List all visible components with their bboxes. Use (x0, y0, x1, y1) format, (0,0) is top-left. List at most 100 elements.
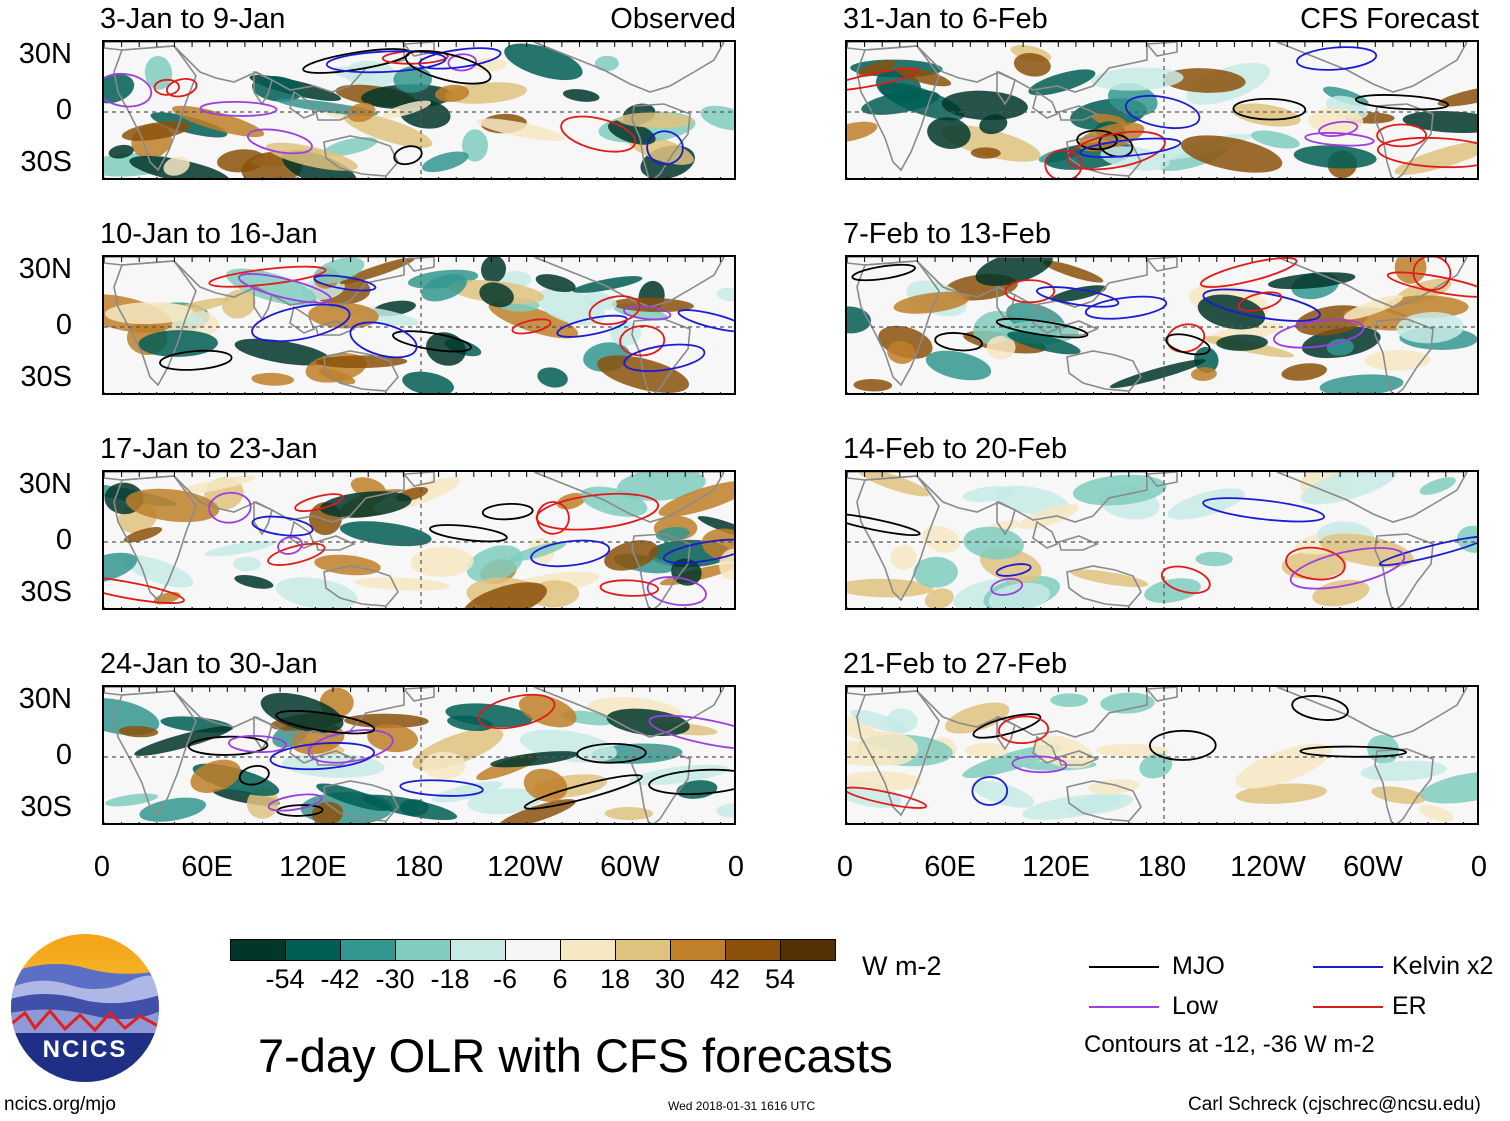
y-axis-label: 0 (55, 739, 72, 771)
colorbar-label: 30 (654, 964, 686, 994)
colorbar-label: 18 (599, 964, 631, 994)
olr-anomaly-region (1384, 295, 1469, 319)
olr-anomaly-region (975, 257, 1053, 286)
wave-contour (267, 542, 326, 566)
olr-anomaly-region (1100, 692, 1155, 714)
olr-anomaly-region (1419, 805, 1454, 822)
olr-anomaly-region (944, 702, 1010, 734)
olr-anomaly-region (410, 546, 474, 577)
wave-contour (1299, 745, 1407, 758)
map-panel-p3 (102, 470, 736, 610)
olr-anomaly-region (1022, 794, 1121, 820)
panel-source-label: Observed (610, 3, 736, 35)
colorbar-label: 6 (552, 964, 568, 994)
y-axis-label: 30S (20, 791, 72, 823)
olr-anomaly-region (1419, 477, 1456, 495)
olr-anomaly-region (251, 372, 295, 386)
coastline (533, 687, 725, 738)
wave-contour (1160, 565, 1211, 594)
coastline (856, 45, 940, 172)
olr-anomaly-region (504, 43, 583, 81)
wave-contour (1066, 130, 1166, 171)
wave-contour (1304, 132, 1375, 147)
wave-contour (997, 715, 1050, 745)
olr-anomaly-region (1091, 113, 1127, 127)
panel-source-label: CFS Forecast (1300, 3, 1479, 35)
olr-anomaly-region (435, 84, 470, 103)
olr-anomaly-region (1195, 551, 1233, 567)
coastline (856, 475, 940, 602)
coastline (1374, 533, 1434, 608)
olr-anomaly-region (476, 118, 565, 141)
wave-contour (619, 325, 666, 357)
wave-contour (1079, 137, 1182, 159)
wave-contour (325, 50, 447, 74)
olr-anomaly-region (604, 806, 654, 821)
map-panel-p5 (845, 40, 1479, 180)
olr-anomaly-region (382, 100, 432, 119)
olr-anomaly-region (246, 788, 279, 819)
wave-contour (646, 130, 684, 166)
legend-label-low: Low (1172, 992, 1218, 1020)
coastline (1066, 135, 1142, 177)
olr-anomaly-region (118, 725, 159, 738)
olr-anomaly-region (1360, 760, 1447, 781)
olr-anomaly-region (1365, 349, 1431, 371)
wave-contour (208, 265, 327, 288)
panel-title: 17-Jan to 23-Jan (100, 433, 318, 465)
coastline (253, 500, 273, 536)
wave-contour (393, 145, 423, 166)
olr-anomaly-region (1394, 257, 1427, 284)
coastline (1145, 257, 1178, 272)
x-axis-label: 180 (1137, 851, 1187, 883)
footer-credit: Carl Schreck (cjschrec@ncsu.edu) (1188, 1094, 1481, 1115)
coastline (631, 318, 691, 393)
olr-anomaly-region (174, 475, 256, 495)
olr-anomaly-region (313, 257, 365, 284)
coastline (1374, 318, 1434, 393)
coastline (996, 500, 1016, 536)
wave-contour (971, 776, 1009, 806)
wave-contour (662, 538, 734, 564)
olr-map (847, 687, 1477, 823)
wave-contour (349, 321, 418, 359)
wave-contour (275, 710, 376, 735)
footer-url[interactable]: ncics.org/mjo (4, 1094, 116, 1115)
wave-contour (246, 128, 313, 155)
olr-anomaly-region (121, 121, 190, 141)
wave-contour (1354, 94, 1450, 111)
coastline (253, 70, 273, 106)
olr-anomaly-region (537, 367, 568, 388)
olr-anomaly-region (1216, 334, 1268, 351)
x-axis-label: 0 (1470, 851, 1488, 883)
olr-anomaly-region (924, 588, 954, 608)
wave-contour (677, 309, 734, 333)
coastline (289, 305, 316, 334)
coastline (1066, 780, 1142, 822)
coastline (856, 690, 940, 817)
olr-anomaly-region (144, 55, 173, 90)
olr-anomaly-region (1070, 569, 1149, 588)
olr-anomaly-region (462, 582, 547, 608)
wave-contour (511, 318, 552, 335)
olr-anomaly-region (139, 797, 207, 822)
coastline (1276, 257, 1468, 308)
olr-anomaly-region (421, 151, 469, 173)
olr-anomaly-region (362, 794, 458, 821)
olr-anomaly-region (1312, 579, 1370, 607)
olr-anomaly-region (1167, 488, 1245, 520)
olr-anomaly-region (970, 147, 1001, 159)
axis-ticks (847, 472, 1464, 608)
olr-anomaly-region (1394, 140, 1477, 175)
olr-anomaly-region (925, 350, 992, 381)
olr-anomaly-region (697, 516, 734, 540)
olr-anomaly-region (604, 540, 659, 571)
coastline (533, 472, 725, 523)
olr-anomaly-region (941, 90, 1028, 121)
olr-anomaly-region (1235, 783, 1327, 804)
olr-anomaly-region (108, 144, 134, 159)
olr-anomaly-region (260, 692, 344, 733)
olr-anomaly-region (134, 726, 232, 756)
olr-anomaly-region (344, 60, 397, 88)
axis-ticks (104, 472, 721, 608)
